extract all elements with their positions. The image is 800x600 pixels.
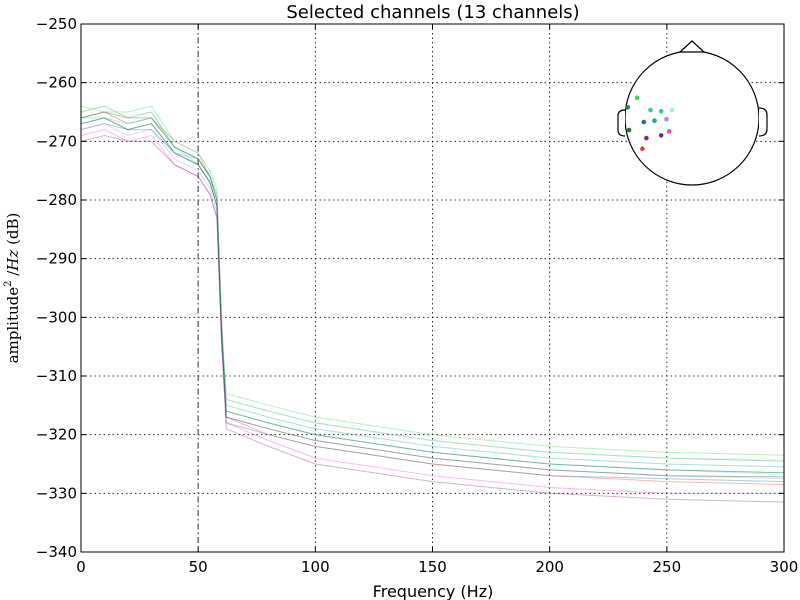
y-tick-label: −340	[36, 543, 77, 561]
sensor-dot	[658, 109, 664, 114]
psd-series-line	[80, 105, 785, 460]
sensor-dots	[625, 95, 675, 152]
y-tick-label: −280	[36, 191, 77, 209]
sensor-dot	[648, 107, 653, 113]
y-tick-label: −320	[36, 426, 77, 444]
x-tick-label: 0	[76, 558, 86, 576]
y-axis-label-exponent: 2	[3, 281, 14, 287]
y-tick-label: −290	[36, 250, 77, 268]
psd-series-line	[80, 123, 785, 483]
y-axis-label-unit: Hz	[4, 250, 22, 272]
y-tick-label: −330	[36, 484, 77, 502]
psd-series-line	[81, 117, 785, 474]
psd-series-line	[80, 134, 785, 503]
right-ear-icon	[758, 107, 768, 137]
y-tick-labels: −250 −260 −270 −280 −290 −300 −310 −320 −330 −340	[36, 15, 77, 561]
y-tick-label: −260	[36, 74, 77, 92]
series-lines	[80, 105, 785, 503]
sensor-dot	[658, 133, 664, 138]
y-tick-label: −310	[36, 367, 77, 385]
y-axis-label-db: (dB)	[4, 213, 22, 250]
sensor-dot	[644, 135, 649, 141]
psd-series-line	[80, 105, 785, 456]
psd-series-line	[80, 111, 785, 476]
y-axis-label-slash: /	[4, 270, 22, 281]
left-ear-icon	[617, 109, 626, 137]
psd-series-line	[80, 117, 785, 468]
x-tick-label: 50	[189, 558, 208, 576]
x-tick-label: 150	[418, 558, 447, 576]
sensor-dot	[666, 129, 672, 134]
x-tick-label: 300	[770, 558, 799, 576]
y-axis-label-word: amplitude	[4, 287, 22, 364]
x-axis-label: Frequency (Hz)	[373, 582, 494, 600]
x-tick-labels: 0 50 100 150 200 250 300	[76, 558, 798, 576]
psd-series-line	[80, 117, 785, 478]
psd-series-line	[80, 123, 785, 480]
y-tick-label: −270	[36, 132, 77, 150]
sensor-dot	[641, 119, 647, 125]
sensor-dot	[626, 127, 632, 133]
head-outline	[624, 50, 760, 186]
psd-series-line	[80, 111, 785, 485]
psd-series-line	[80, 111, 785, 474]
sensor-dot	[652, 118, 657, 123]
axis-ticks	[80, 23, 785, 553]
sensor-dot	[634, 95, 640, 101]
sensor-dot	[625, 105, 630, 110]
y-axis-label: amplitude2 /Hz (dB)	[3, 213, 22, 364]
psd-series-line	[80, 105, 785, 462]
psd-series-line	[80, 129, 784, 494]
sensor-dot	[669, 107, 675, 113]
x-tick-label: 200	[535, 558, 564, 576]
sensor-dot	[664, 117, 669, 122]
sensor-head-inset	[617, 40, 768, 186]
nose-icon	[678, 40, 706, 53]
sensor-dot	[640, 146, 645, 152]
x-tick-label: 100	[301, 558, 330, 576]
chart-title: Selected channels (13 channels)	[286, 2, 579, 23]
x-tick-label: 250	[653, 558, 682, 576]
y-tick-label: −250	[36, 15, 77, 33]
y-tick-label: −300	[36, 308, 77, 326]
